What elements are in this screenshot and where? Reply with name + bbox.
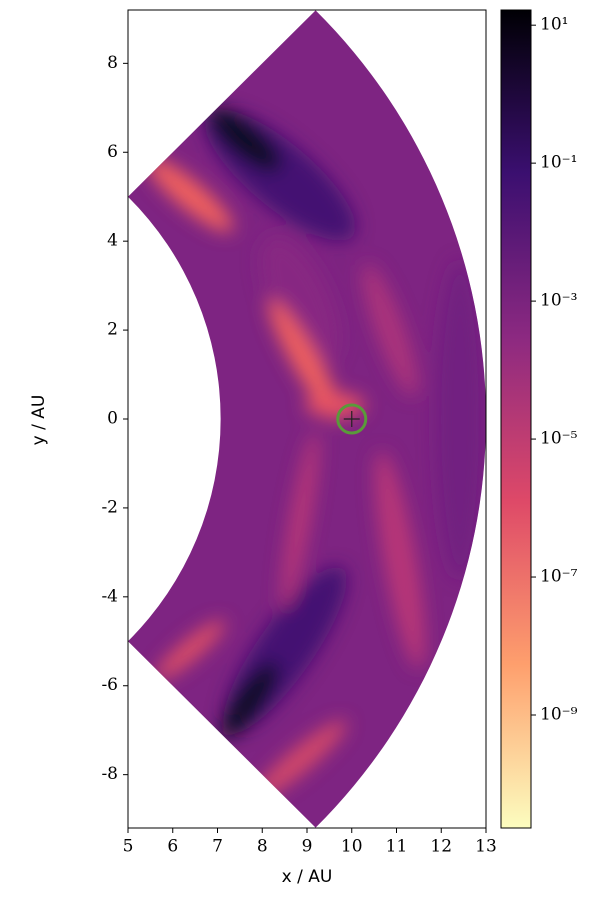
colorbar-tick-label: 10⁻⁵ [540,429,578,449]
y-tick-label: -2 [101,497,118,517]
planet-cross [343,411,360,427]
y-tick-label: -6 [101,675,118,695]
x-tick-label: 10 [341,837,363,857]
x-tick-label: 5 [123,837,134,857]
colorbar-tick-label: 10⁻³ [540,291,577,311]
colorbar-tick-label: 10¹ [540,15,568,35]
y-tick-label: -8 [101,764,118,784]
y-tick-label: 4 [107,231,118,251]
x-tick-label: 8 [257,837,268,857]
y-tick-label: -4 [101,586,118,606]
y-tick-label: 0 [107,409,118,429]
x-tick-label: 11 [386,837,408,857]
planet-marker [336,403,368,435]
heatmap-domain [127,10,486,828]
x-tick-label: 6 [167,837,178,857]
colorbar-tick-label: 10⁻⁷ [540,567,578,587]
colorbar [500,9,532,829]
x-tick-label: 12 [430,837,452,857]
heatmap-texture [146,108,485,800]
y-axis-label: y / AU [29,395,49,446]
y-tick-label: 2 [107,320,118,340]
y-tick-label: 8 [107,53,118,73]
x-tick-label: 13 [475,837,497,857]
x-tick-label: 7 [212,837,223,857]
x-tick-label: 9 [302,837,313,857]
x-axis-label: x / AU [282,867,333,887]
y-tick-label: 6 [107,142,118,162]
colorbar-tick-label: 10⁻⁹ [540,704,578,724]
colorbar-tick-label: 10⁻¹ [540,153,577,173]
